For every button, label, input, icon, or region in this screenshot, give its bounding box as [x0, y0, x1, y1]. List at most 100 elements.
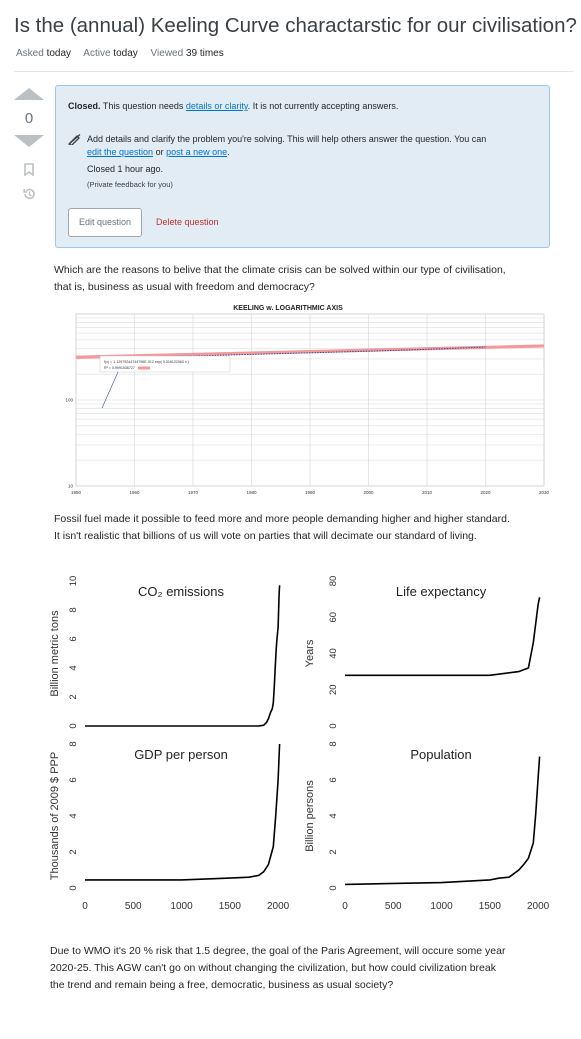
y-tick-label: 10	[68, 484, 74, 489]
x-tick-label: 1960	[129, 490, 140, 495]
period-text: .	[227, 147, 230, 157]
paragraph-3-line-3: the trend and remain being a free, democ…	[50, 979, 394, 991]
x-tick-label: 1500	[479, 901, 502, 912]
y-tick-label: 80	[328, 576, 339, 587]
panel-title: CO₂ emissions	[138, 584, 224, 599]
panel-3: GDP per person 8 6 4 2 0 Thousands of 2009 $ P…	[49, 741, 290, 912]
legend-box	[99, 355, 231, 373]
y-axis-label: Billion metric tons	[49, 610, 61, 697]
closed-ago: Closed 1 hour ago.	[87, 164, 164, 174]
history-icon[interactable]	[21, 187, 37, 203]
question-title[interactable]: Is the (annual) Keeling Curve charactars…	[14, 14, 581, 37]
asked-value: today	[46, 48, 72, 59]
edit-pencil-icon	[68, 134, 81, 149]
x-tick-label: 1980	[246, 490, 257, 495]
notice-text-before: This question needs	[100, 101, 186, 111]
active-value[interactable]: today	[113, 48, 138, 59]
downvote-arrow-icon[interactable]	[14, 135, 44, 147]
x-tick-label: 2000	[363, 490, 374, 495]
edit-question-button[interactable]: Edit question	[68, 208, 142, 237]
x-tick-label: 500	[385, 901, 402, 912]
y-tick-label: 2	[328, 849, 339, 854]
question-meta: Asked today Active today Viewed 39 times	[16, 48, 234, 59]
paragraph-3-line-2: 2020-25. This AGW can't go on without ch…	[50, 962, 496, 974]
y-tick-label: 0	[328, 723, 339, 728]
x-tick-label: 0	[342, 901, 348, 912]
x-tick-label: 2010	[422, 490, 433, 495]
x-tick-label: 2020	[480, 490, 491, 495]
y-tick-label: 0	[68, 723, 79, 728]
legend-arrow	[101, 371, 119, 409]
series-line	[344, 756, 541, 886]
x-tick-label: 500	[125, 901, 142, 912]
y-tick-label: 10	[68, 576, 79, 587]
paragraph-2: Fossil fuel made it possible to feed mor…	[54, 511, 510, 545]
y-tick-label: 8	[68, 607, 79, 612]
paragraph-2-line-1: Fossil fuel made it possible to feed mor…	[54, 513, 510, 525]
help-text: Add details and clarify the problem you'…	[87, 134, 487, 144]
delete-question-button[interactable]: Delete question	[156, 217, 219, 227]
private-feedback: (Private feedback for you)	[87, 180, 173, 189]
closed-notice: Closed. This question needs details or c…	[55, 85, 550, 248]
y-axis-label: Thousands of 2009 $ PPP	[49, 752, 61, 880]
paragraph-1-line-1: Which are the reasons to belive that the…	[54, 264, 506, 276]
panel-title: GDP per person	[134, 747, 228, 762]
help-row: Add details and clarify the problem you'…	[68, 133, 528, 159]
y-tick-label: 100	[65, 398, 73, 403]
asked-label: Asked	[16, 48, 44, 59]
y-tick-label: 20	[328, 684, 339, 695]
paragraph-1-line-2: that is, business as usual with freedom …	[54, 281, 315, 293]
paragraph-2-line-2: It isn't realistic that billions of us w…	[54, 530, 477, 542]
y-tick-label: 4	[68, 813, 79, 818]
or-text: or	[153, 147, 167, 157]
y-tick-label: 0	[68, 885, 79, 890]
vote-count: 0	[24, 110, 34, 127]
keeling-chart: KEELING w. LOGARITHMIC AXIS 1950 1960 1970 1…	[65, 305, 550, 495]
details-link[interactable]: details or clarity	[185, 101, 248, 111]
paragraph-1: Which are the reasons to belive that the…	[54, 262, 506, 296]
upvote-arrow-icon[interactable]	[14, 88, 44, 100]
y-tick-label: 40	[328, 648, 339, 659]
chart-title: KEELING w. LOGARITHMIC AXIS	[233, 305, 343, 312]
series-line	[85, 585, 281, 727]
panel-title: Population	[410, 747, 471, 762]
y-tick-label: 4	[328, 813, 339, 818]
active-label: Active	[83, 48, 111, 59]
bookmark-icon[interactable]	[22, 163, 36, 181]
y-tick-label: 0	[328, 885, 339, 890]
x-tick-label: 1500	[219, 901, 242, 912]
panel-title: Life expectancy	[396, 584, 487, 599]
post-new-link[interactable]: post a new one	[166, 147, 228, 157]
y-tick-label: 4	[68, 665, 79, 670]
x-tick-label: 1000	[430, 901, 453, 912]
paragraph-3: Due to WMO it's 20 % risk that 1.5 degre…	[50, 943, 505, 994]
y-tick-label: 6	[68, 636, 79, 641]
closed-notice-line: Closed. This question needs details or c…	[68, 101, 398, 111]
closed-label: Closed.	[68, 101, 101, 111]
legend-equation: f(x) = 1.12979244744796E-012 exp( 0.0161…	[104, 360, 189, 364]
notice-text-after: . It is not currently accepting answers.	[247, 101, 399, 111]
x-tick-label: 2000	[527, 901, 550, 912]
x-tick-label: 2000	[267, 901, 290, 912]
y-axis-label: Years	[304, 639, 316, 667]
y-tick-label: 60	[328, 612, 339, 623]
x-tick-label: 0	[82, 901, 88, 912]
edit-question-link[interactable]: edit the question	[87, 147, 154, 157]
viewed-label: Viewed	[150, 48, 184, 59]
y-tick-label: 2	[68, 694, 79, 699]
x-tick-label: 2030	[539, 490, 550, 495]
series-line	[345, 597, 541, 677]
panel-2: Life expectancy 80 60 40 20 0 Years	[304, 576, 541, 729]
vote-column: 0	[10, 88, 48, 203]
x-tick-label: 1990	[305, 490, 316, 495]
y-tick-label: 6	[68, 777, 79, 782]
x-tick-label: 1950	[71, 490, 82, 495]
y-tick-label: 2	[68, 849, 79, 854]
panel-4: Population 8 6 4 2 0 Billion persons 0 500 1000 15…	[304, 741, 550, 912]
panel-1: CO₂ emissions 10 8 6 4 2 0 Billion metric tons	[49, 576, 281, 729]
y-tick-label: 8	[328, 741, 339, 746]
y-axis-label: Billion persons	[304, 780, 316, 852]
help-text-block: Add details and clarify the problem you'…	[68, 133, 528, 159]
series-line	[85, 743, 281, 881]
